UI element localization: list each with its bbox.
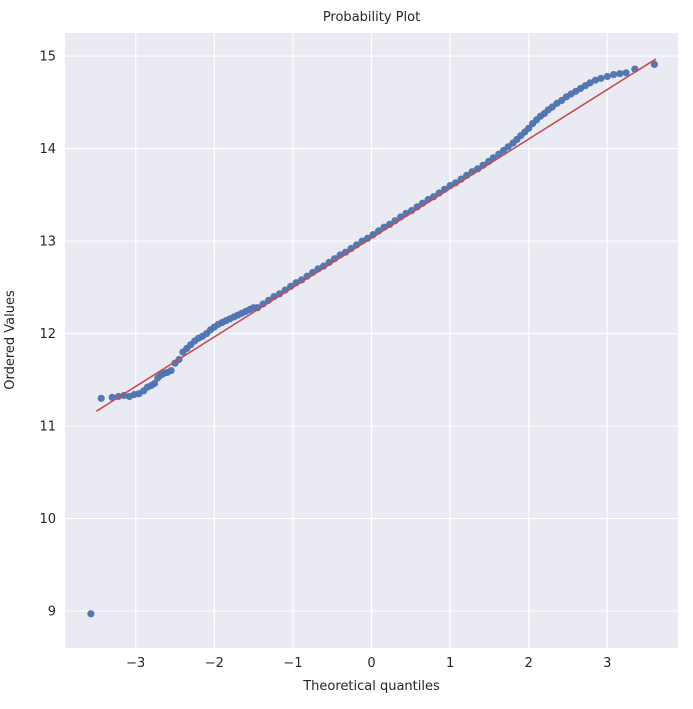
chart-title: Probability Plot <box>323 10 420 25</box>
x-tick-label: 1 <box>446 656 454 671</box>
data-point <box>591 76 600 84</box>
fit-line <box>95 58 657 412</box>
y-tick-label: 9 <box>48 605 56 620</box>
data-point <box>167 367 175 375</box>
y-tick-label: 10 <box>39 512 56 527</box>
data-point <box>151 379 159 388</box>
data-point <box>97 394 105 402</box>
data-point <box>616 70 624 78</box>
data-point <box>650 60 659 68</box>
fit-line-segment <box>95 58 657 412</box>
x-tick-label: −1 <box>283 656 302 671</box>
data-point <box>610 71 618 79</box>
x-tick-label: −2 <box>205 656 224 671</box>
data-point <box>586 79 594 87</box>
gridlines <box>65 33 678 648</box>
x-tick-label: −3 <box>126 656 145 671</box>
y-tick-label: 15 <box>39 50 56 65</box>
y-tick-labels: 9 10 11 12 13 14 15 <box>39 50 56 620</box>
x-tick-label: 3 <box>603 656 611 671</box>
y-tick-label: 11 <box>39 420 56 435</box>
data-point <box>120 391 128 400</box>
data-point <box>603 72 611 81</box>
x-axis-label: Theoretical quantiles <box>302 679 440 694</box>
y-axis-label: Ordered Values <box>3 290 18 390</box>
x-tick-label: 0 <box>367 656 375 671</box>
y-tick-label: 12 <box>39 327 56 342</box>
x-tick-labels: −3 −2 −1 0 1 2 3 <box>126 656 611 671</box>
y-tick-label: 14 <box>39 142 56 157</box>
y-tick-label: 13 <box>39 235 56 250</box>
data-point <box>597 74 605 82</box>
data-point <box>87 610 95 618</box>
x-tick-label: 2 <box>525 656 533 671</box>
data-point <box>622 69 630 77</box>
